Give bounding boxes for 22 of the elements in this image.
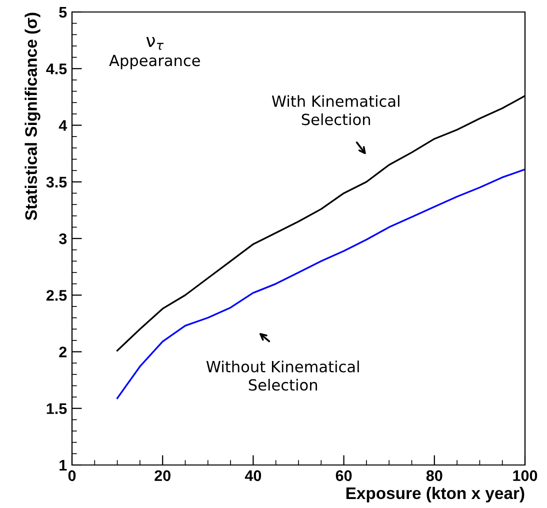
x-tick-label: 40 [244,470,262,482]
x-tick-label: 100 [513,470,538,482]
x-tick-label: 20 [154,470,170,482]
annotation: ν$_{τ}$ [146,36,164,50]
x-tick-label: 80 [426,470,442,482]
line-series [116,168,525,400]
y-tick-label: 2.5 [46,290,67,301]
y-tick-label: 3.5 [46,176,67,188]
annotation: Without Kinematical Selection [206,360,359,391]
x-tick-label: 60 [336,470,352,482]
y-tick-label: 1.5 [46,403,67,414]
y-tick-label: 1 [60,460,67,471]
y-tick-label: 5 [59,7,67,18]
annotation: With Kinematical Selection [272,95,400,126]
y-axis-title: Statistical Significance (σ) [24,12,40,220]
x-tick-label: 0 [68,470,76,482]
y-tick-label: 2 [59,346,67,358]
y-tick-label: 3 [58,233,67,244]
x-axis-title: Exposure (kton x year) [346,486,524,502]
annotation: Appearance [109,54,200,70]
y-tick-label: 4 [58,120,68,131]
y-tick-label: 4.5 [46,64,67,74]
